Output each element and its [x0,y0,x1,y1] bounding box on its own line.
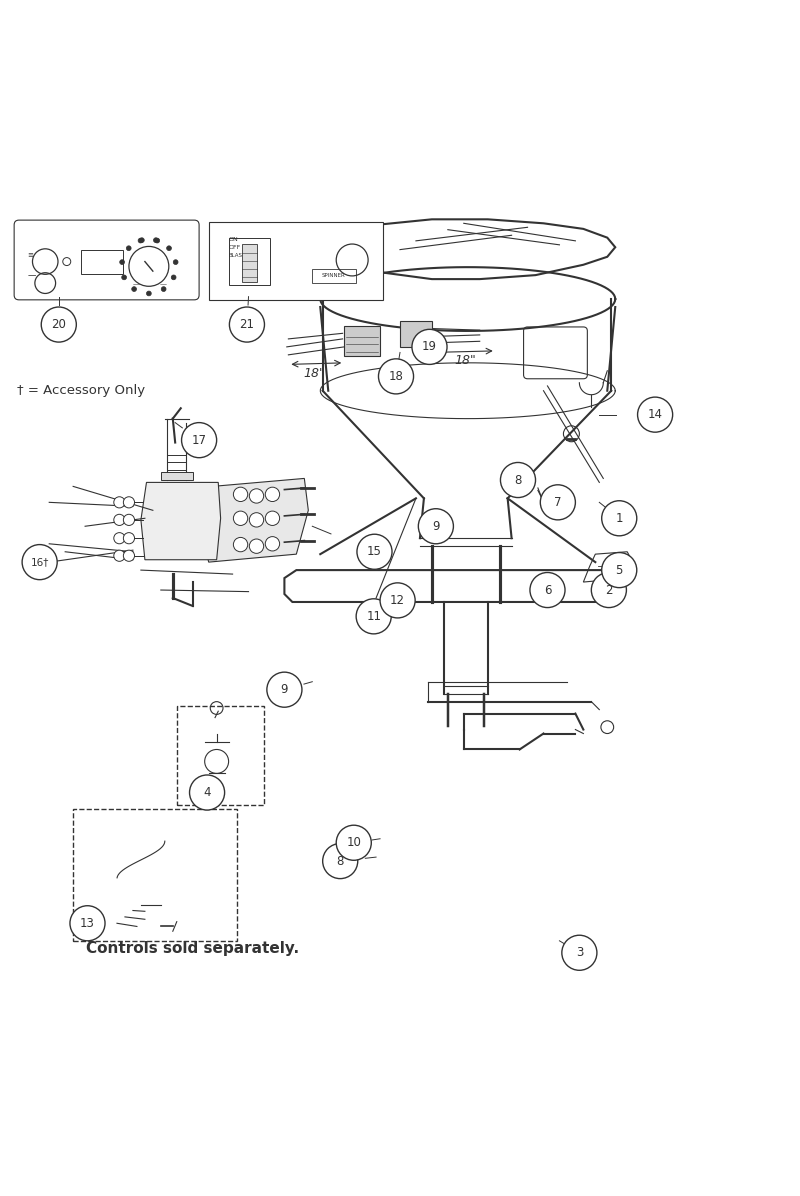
Circle shape [139,238,144,243]
Bar [242,244,257,282]
Circle shape [250,539,264,554]
Circle shape [250,489,264,504]
Circle shape [357,535,392,569]
Circle shape [540,484,575,520]
Circle shape [266,537,280,551]
Text: 2: 2 [605,584,613,597]
Text: 4: 4 [203,786,211,799]
Text: 7: 7 [554,496,562,508]
Circle shape [114,550,125,561]
Circle shape [114,496,125,508]
Circle shape [336,825,371,860]
Polygon shape [141,482,221,560]
Circle shape [120,260,125,264]
Text: 8: 8 [337,855,344,867]
Circle shape [154,238,158,243]
FancyBboxPatch shape [14,220,199,300]
Text: Controls sold separately.: Controls sold separately. [86,941,299,957]
Circle shape [234,537,248,551]
Text: 20: 20 [51,318,66,331]
Circle shape [638,397,673,432]
Circle shape [190,775,225,810]
Circle shape [123,550,134,561]
Circle shape [602,553,637,587]
Text: 19: 19 [422,341,437,353]
Text: OFF: OFF [229,245,241,250]
Circle shape [266,511,280,525]
Text: 15: 15 [367,545,382,559]
Circle shape [230,307,265,342]
Text: 13: 13 [80,917,95,929]
Text: 12: 12 [390,594,405,606]
Circle shape [138,238,143,243]
Circle shape [123,514,134,525]
Text: 9: 9 [281,683,288,696]
Circle shape [378,359,414,393]
Text: 1: 1 [615,512,623,525]
Circle shape [122,275,126,280]
Text: 18: 18 [389,370,403,383]
Circle shape [250,513,264,527]
Text: SPINNER: SPINNER [322,274,346,279]
Text: 8: 8 [514,474,522,487]
Polygon shape [161,472,193,480]
Text: 14: 14 [648,408,662,421]
Circle shape [182,422,217,458]
Circle shape [234,511,248,525]
Text: —: — [159,282,166,288]
Circle shape [602,501,637,536]
Bar [312,269,356,283]
Circle shape [418,508,454,544]
Circle shape [322,843,358,879]
Circle shape [171,275,176,280]
Text: † = Accessory Only: † = Accessory Only [18,384,146,397]
Circle shape [356,599,391,634]
Text: ≡: ≡ [28,252,34,258]
Circle shape [123,496,134,508]
Circle shape [114,532,125,544]
Text: 5: 5 [615,563,623,576]
Circle shape [562,935,597,970]
Circle shape [70,905,105,941]
Bar [229,238,270,286]
Text: 18": 18" [304,367,326,379]
Bar [400,322,432,347]
Bar [81,250,122,274]
Circle shape [123,532,134,544]
Text: 9: 9 [432,520,440,532]
Text: 11: 11 [366,610,381,623]
Circle shape [234,487,248,501]
Circle shape [132,287,137,292]
FancyBboxPatch shape [210,221,383,300]
Text: BLAST: BLAST [229,254,246,258]
Circle shape [162,287,166,292]
Circle shape [155,238,160,243]
Text: —: — [133,282,140,288]
Text: 10: 10 [346,836,361,849]
Circle shape [501,463,535,498]
Polygon shape [201,478,308,562]
Circle shape [530,573,565,608]
Circle shape [114,514,125,525]
Circle shape [146,291,151,295]
Bar [344,327,380,356]
Circle shape [412,329,447,365]
Circle shape [380,582,415,618]
Circle shape [266,487,280,501]
Text: 17: 17 [192,434,206,446]
Text: 3: 3 [576,946,583,959]
Text: 18": 18" [454,354,476,367]
Text: 6: 6 [544,584,551,597]
Circle shape [174,260,178,264]
Text: ON: ON [229,237,238,242]
Circle shape [591,573,626,608]
Text: —: — [28,270,36,280]
Circle shape [22,544,57,580]
Circle shape [42,307,76,342]
Text: 21: 21 [239,318,254,331]
Circle shape [166,246,171,251]
Text: 16†: 16† [30,557,49,567]
Circle shape [267,672,302,707]
Circle shape [126,246,131,251]
